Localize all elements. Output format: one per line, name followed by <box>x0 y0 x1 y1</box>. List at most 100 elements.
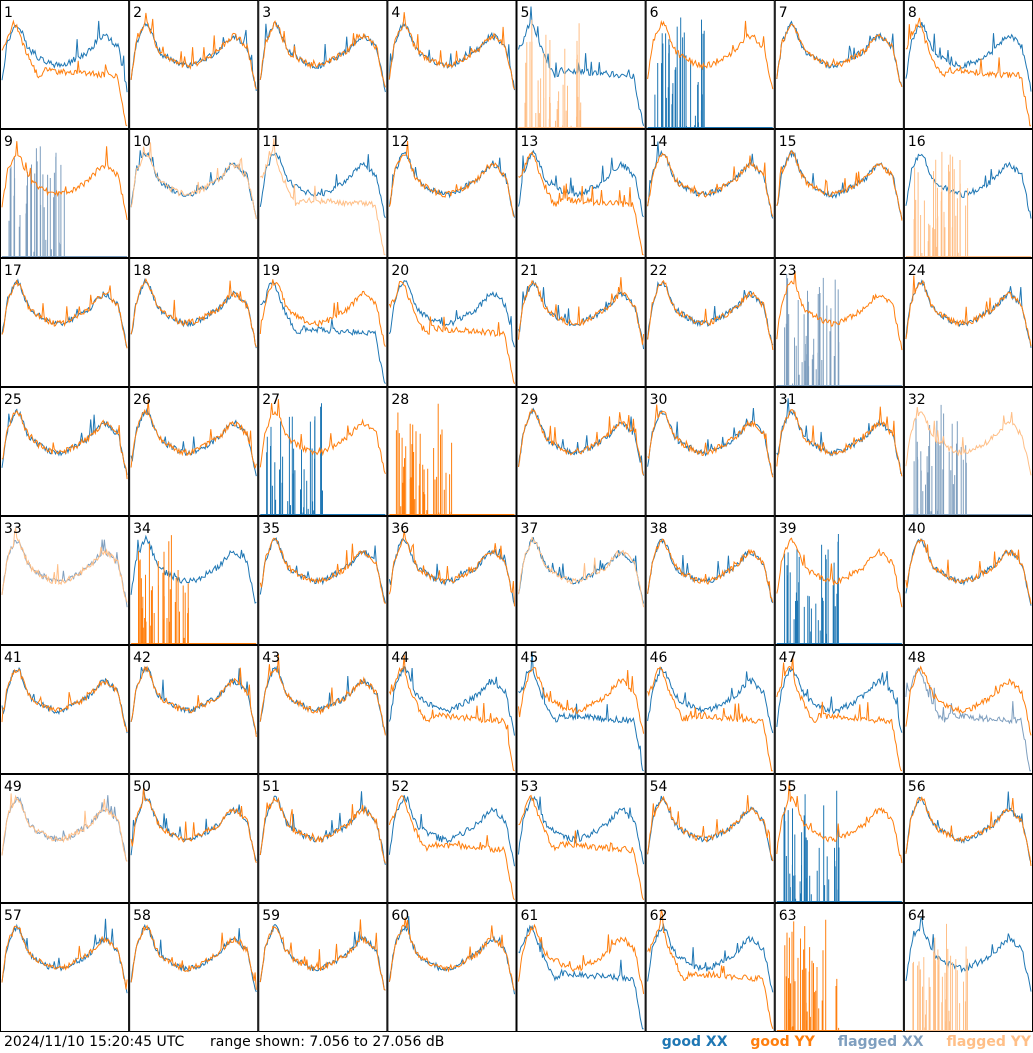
panel-label: 38 <box>650 521 668 537</box>
panel-42: 42 <box>129 645 259 774</box>
panel-54: 54 <box>645 774 775 903</box>
panel-label: 47 <box>779 650 797 666</box>
series-yy-panel-18 <box>130 277 257 348</box>
series-fyy-panel-16 <box>905 151 1031 257</box>
series-yy-panel-41 <box>1 668 128 733</box>
series-yy-panel-43 <box>259 654 386 736</box>
panel-label: 23 <box>779 263 797 279</box>
panel-33: 33 <box>0 516 130 645</box>
series-xx-panel-14 <box>647 141 774 219</box>
panel-40: 40 <box>903 516 1033 645</box>
panel-13: 13 <box>516 129 646 258</box>
panel-label: 59 <box>262 908 280 924</box>
panel-7: 7 <box>774 0 904 129</box>
panel-59: 59 <box>258 903 388 1032</box>
series-fyy-panel-32 <box>905 407 1032 476</box>
panel-label: 29 <box>521 392 539 408</box>
panel-34: 34 <box>129 516 259 645</box>
series-xx-panel-5 <box>518 6 645 126</box>
panel-label: 51 <box>262 779 280 795</box>
series-xx-panel-44 <box>388 666 515 736</box>
panel-frame <box>903 0 1033 129</box>
series-fyy-panel-11 <box>259 138 386 256</box>
series-xx-panel-16 <box>905 153 1032 219</box>
panel-label: 50 <box>133 779 151 795</box>
panel-52: 52 <box>387 774 517 903</box>
panel-51: 51 <box>258 774 388 903</box>
panel-41: 41 <box>0 645 130 774</box>
panel-label: 15 <box>779 134 797 150</box>
panel-35: 35 <box>258 516 388 645</box>
series-xx-panel-56 <box>905 791 1032 862</box>
panel-label: 4 <box>391 5 400 21</box>
series-xx-panel-27 <box>260 403 386 515</box>
series-yy-panel-25 <box>1 409 128 480</box>
panel-8: 8 <box>903 0 1033 129</box>
series-yy-panel-13 <box>518 151 644 256</box>
panel-label: 1 <box>4 5 13 21</box>
panel-label: 26 <box>133 392 151 408</box>
series-fyy-panel-49 <box>1 793 128 862</box>
panel-label: 34 <box>133 521 151 537</box>
panel-50: 50 <box>129 774 259 903</box>
panel-28: 28 <box>387 387 517 516</box>
series-xx-panel-39 <box>776 534 902 644</box>
panel-label: 28 <box>391 392 409 408</box>
series-fyy-panel-64 <box>905 923 1031 1031</box>
panel-frame <box>516 129 646 258</box>
series-xx-panel-38 <box>647 538 774 604</box>
series-yy-panel-30 <box>647 404 774 478</box>
panel-6: 6 <box>645 0 775 129</box>
panel-label: 40 <box>908 521 926 537</box>
series-yy-panel-1 <box>1 19 128 127</box>
series-xx-panel-35 <box>259 537 386 604</box>
panel-label: 11 <box>262 134 280 150</box>
panel-label: 17 <box>4 263 22 279</box>
panel-label: 22 <box>650 263 668 279</box>
series-yy-panel-60 <box>388 917 515 991</box>
series-yy-panel-48 <box>905 665 1032 736</box>
legend: good XX good YY flagged XX flagged YY <box>644 1034 1031 1050</box>
panel-frame <box>516 774 646 903</box>
panel-53: 53 <box>516 774 646 903</box>
panel-63: 63 <box>774 903 904 1032</box>
panel-56: 56 <box>903 774 1033 903</box>
panel-label: 12 <box>391 134 409 150</box>
series-yy-panel-2 <box>130 12 257 90</box>
panel-44: 44 <box>387 645 517 774</box>
series-yy-panel-50 <box>130 787 257 863</box>
panel-45: 45 <box>516 645 646 774</box>
panel-label: 42 <box>133 650 151 666</box>
series-yy-panel-3 <box>259 20 386 88</box>
series-yy-panel-55 <box>776 780 903 864</box>
panel-label: 19 <box>262 263 280 279</box>
panel-frame <box>387 129 517 258</box>
series-yy-panel-53 <box>518 794 645 901</box>
panel-49: 49 <box>0 774 130 903</box>
panel-label: 36 <box>391 521 409 537</box>
series-yy-panel-31 <box>776 406 903 477</box>
panel-frame <box>387 516 517 645</box>
series-yy-panel-54 <box>647 795 774 862</box>
series-yy-panel-42 <box>130 665 257 737</box>
panel-5: 5 <box>516 0 646 129</box>
range-label: range shown: 7.056 to 27.056 dB <box>210 1034 445 1050</box>
series-yy-panel-26 <box>130 399 257 469</box>
panel-4: 4 <box>387 0 517 129</box>
panel-label: 16 <box>908 134 926 150</box>
panel-label: 62 <box>650 908 668 924</box>
panel-24: 24 <box>903 258 1033 387</box>
panel-11: 11 <box>258 129 388 258</box>
series-xx-panel-37 <box>518 537 645 604</box>
series-yy-panel-22 <box>647 279 774 350</box>
series-yy-panel-46 <box>647 666 773 772</box>
series-xx-panel-61 <box>518 924 644 1030</box>
panel-label: 8 <box>908 5 917 21</box>
panel-64: 64 <box>903 903 1033 1032</box>
panel-37: 37 <box>516 516 646 645</box>
series-yy-panel-36 <box>388 530 515 607</box>
panel-label: 58 <box>133 908 151 924</box>
panel-label: 6 <box>650 5 659 21</box>
series-fyy-panel-10 <box>130 142 257 220</box>
panel-frame <box>516 645 646 774</box>
